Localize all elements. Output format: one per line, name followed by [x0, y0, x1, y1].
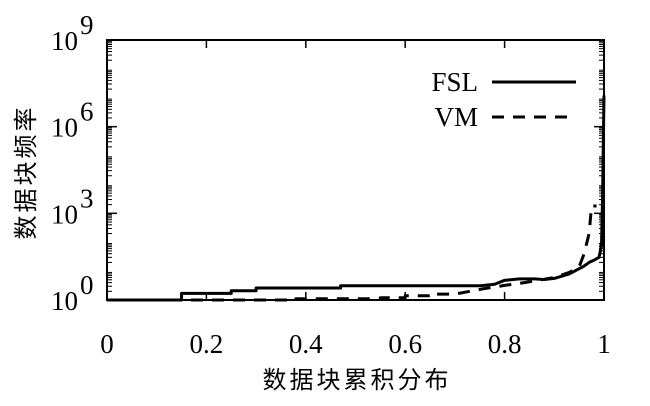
x-tick-label: 1	[597, 329, 611, 359]
y-axis-label: 数据块频率	[12, 105, 40, 240]
series-line-vm	[107, 204, 597, 302]
x-tick-label: 0.2	[190, 329, 224, 359]
y-tick-label: 10	[51, 286, 78, 316]
y-tick-exponent: 3	[80, 183, 94, 213]
x-tick-label: 0.4	[289, 329, 323, 359]
x-tick-label: 0.8	[488, 329, 522, 359]
plot-border	[106, 39, 605, 301]
y-tick-base: 10	[51, 26, 78, 56]
y-tick-base: 10	[51, 113, 78, 143]
plot-frame	[106, 39, 605, 301]
y-tick-label: 10	[51, 113, 78, 143]
series-line-fsl	[107, 95, 606, 302]
y-tick-label: 10	[51, 199, 78, 229]
x-axis-label: 数据块累积分布	[263, 366, 452, 394]
y-tick-exponent: 0	[80, 270, 94, 300]
x-tick-label: 0	[100, 329, 114, 359]
y-tick-base: 10	[51, 286, 78, 316]
y-tick-base: 10	[51, 199, 78, 229]
y-tick-label: 10	[51, 26, 78, 56]
legend: FSL VM	[431, 67, 576, 132]
x-tick-label: 0.6	[388, 329, 422, 359]
legend-label-vm: VM	[434, 102, 478, 132]
y-tick-exponent: 9	[80, 10, 94, 40]
series-layer	[107, 95, 606, 302]
legend-label-fsl: FSL	[431, 67, 478, 97]
x-axis: 0 0.2 0.4 0.6 0.8 1	[100, 40, 611, 359]
y-tick-exponent: 6	[80, 97, 94, 127]
